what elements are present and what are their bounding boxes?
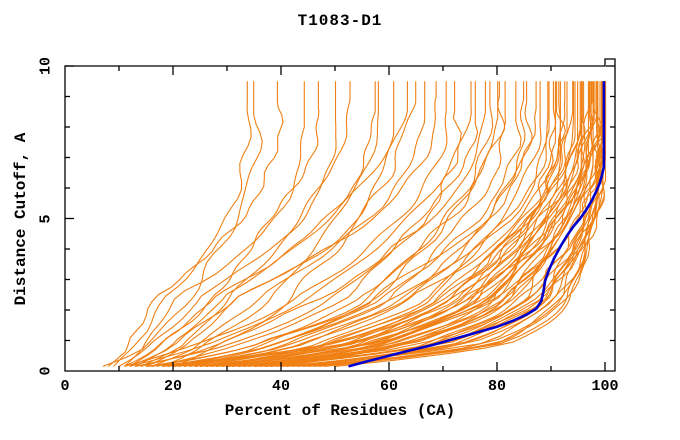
model-curve (145, 81, 506, 367)
model-curve (226, 81, 604, 367)
model-curve (124, 81, 305, 367)
model-curve (134, 81, 408, 367)
x-tick-label: 100 (591, 378, 619, 395)
model-curve (194, 81, 550, 367)
model-curve (178, 81, 537, 367)
x-tick-label: 80 (487, 378, 506, 395)
y-axis-label: Distance Cutoff, A (12, 132, 30, 306)
model-curve (324, 81, 607, 367)
model-curve (232, 81, 585, 367)
y-tick-label: 0 (37, 366, 55, 376)
model-curve (199, 81, 594, 367)
model-curves (102, 81, 607, 367)
model-curve (162, 81, 562, 367)
model-curve (102, 81, 263, 367)
model-curve (162, 81, 522, 367)
model-curve (129, 81, 437, 367)
model-curve (167, 81, 549, 367)
model-curve (118, 81, 337, 367)
x-tick-label: 20 (163, 378, 182, 395)
x-tick-label: 40 (271, 378, 290, 395)
chart-title: T1083-D1 (297, 12, 383, 30)
model-curve (270, 81, 601, 367)
model-curve (151, 81, 533, 367)
model-curve (248, 81, 594, 367)
model-curve (129, 81, 320, 367)
model-curve (253, 81, 601, 367)
model-curve (313, 81, 607, 367)
model-curve (221, 81, 595, 367)
model-curve (205, 81, 568, 367)
model-curve (124, 81, 448, 367)
y-tick-label: 5 (37, 213, 55, 224)
model-curve (107, 81, 284, 367)
model-curve (140, 81, 351, 367)
model-curve (156, 81, 479, 367)
highlighted-model-curve (348, 81, 606, 368)
model-curve (183, 81, 499, 367)
model-curve (183, 81, 506, 367)
tick-marks (65, 65, 615, 371)
model-curve (194, 81, 566, 367)
model-curve (140, 81, 462, 367)
model-curve (275, 81, 604, 367)
plot-frame (64, 58, 616, 372)
model-curve (226, 81, 586, 367)
model-curve (226, 81, 579, 367)
model-curve (151, 81, 426, 367)
model-curve (129, 81, 472, 367)
model-curve (237, 81, 591, 367)
x-tick-label: 60 (379, 378, 398, 395)
model-curve (124, 81, 376, 367)
model-curve (135, 81, 486, 367)
model-curve (199, 81, 526, 367)
model-curve (172, 81, 494, 367)
y-tick-label: 10 (37, 56, 55, 76)
model-curve (113, 81, 252, 367)
model-curve (145, 81, 556, 367)
x-tick-label: 0 (60, 378, 70, 395)
model-curve (161, 81, 379, 367)
x-axis-label: Percent of Residues (CA) (224, 402, 456, 420)
model-curve (172, 81, 582, 367)
